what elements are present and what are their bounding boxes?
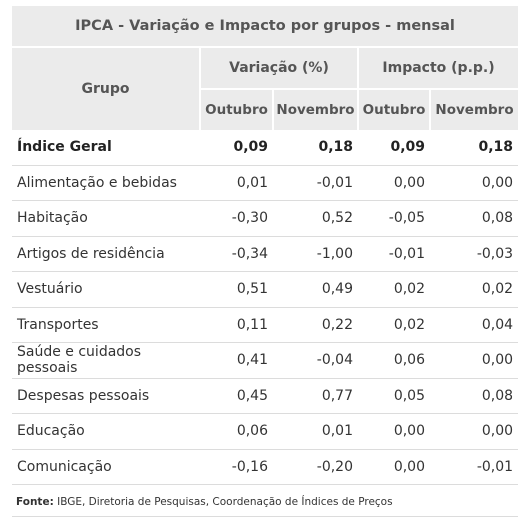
table-row: Comunicação -0,16 -0,20 0,00 -0,01: [12, 449, 519, 485]
ipca-table-container: IPCA - Variação e Impacto por grupos - m…: [12, 6, 519, 517]
table-row: Vestuário 0,51 0,49 0,02 0,02: [12, 271, 519, 308]
group-column-header: Grupo: [12, 47, 200, 130]
variacao-outubro-header: Outubro: [199, 89, 273, 130]
cell-variacao-outubro: -0,30: [200, 200, 273, 237]
footnote-text: IBGE, Diretoria de Pesquisas, Coordenaçã…: [53, 496, 393, 508]
cell-impacto-novembro: 0,08: [430, 378, 519, 414]
row-group-name: Vestuário: [12, 271, 200, 308]
cell-impacto-novembro: 0,02: [430, 271, 519, 308]
table-row: Artigos de residência -0,34 -1,00 -0,01 …: [12, 236, 519, 272]
cell-impacto-outubro: 0,02: [358, 307, 430, 343]
cell-variacao-novembro: -0,04: [273, 342, 358, 379]
row-group-name: Saúde e cuidados pessoais: [12, 342, 200, 379]
row-group-name: Artigos de residência: [12, 236, 200, 272]
cell-variacao-outubro: 0,06: [200, 413, 273, 450]
row-group-name: Alimentação e bebidas: [12, 165, 200, 201]
cell-impacto-novembro: 0,00: [430, 165, 519, 201]
cell-variacao-outubro: -0,34: [200, 236, 273, 272]
cell-variacao-outubro: 0,01: [200, 165, 273, 201]
cell-impacto-novembro: -0,03: [430, 236, 519, 272]
cell-variacao-novembro: 0,49: [273, 271, 358, 308]
table-row-indice-geral: Índice Geral 0,09 0,18 0,09 0,18: [12, 130, 519, 166]
cell-variacao-novembro: 0,77: [273, 378, 358, 414]
row-group-name: Habitação: [12, 200, 200, 237]
cell-variacao-outubro: 0,11: [200, 307, 273, 343]
bottom-divider: [12, 516, 518, 517]
table-row: Saúde e cuidados pessoais 0,41 -0,04 0,0…: [12, 342, 519, 379]
table-row: Habitação -0,30 0,52 -0,05 0,08: [12, 200, 519, 237]
cell-impacto-outubro: 0,06: [358, 342, 430, 379]
table-row: Despesas pessoais 0,45 0,77 0,05 0,08: [12, 378, 519, 414]
cell-variacao-novembro: 0,01: [273, 413, 358, 450]
cell-variacao-novembro: 0,22: [273, 307, 358, 343]
table-title: IPCA - Variação e Impacto por grupos - m…: [12, 6, 519, 48]
cell-impacto-novembro: -0,01: [430, 449, 519, 485]
cell-variacao-outubro: 0,45: [200, 378, 273, 414]
row-group-name: Índice Geral: [12, 130, 200, 166]
cell-variacao-novembro: 0,52: [273, 200, 358, 237]
cell-variacao-outubro: 0,09: [200, 130, 273, 166]
cell-impacto-novembro: 0,04: [430, 307, 519, 343]
table-row: Alimentação e bebidas 0,01 -0,01 0,00 0,…: [12, 165, 519, 201]
table-row: Transportes 0,11 0,22 0,02 0,04: [12, 307, 519, 343]
row-group-name: Transportes: [12, 307, 200, 343]
cell-impacto-outubro: 0,02: [358, 271, 430, 308]
cell-impacto-outubro: 0,05: [358, 378, 430, 414]
variacao-novembro-header: Novembro: [272, 89, 358, 130]
cell-variacao-novembro: 0,18: [273, 130, 358, 166]
impacto-outubro-header: Outubro: [357, 89, 430, 130]
variacao-header: Variação (%): [199, 47, 358, 90]
source-footnote: Fonte: IBGE, Diretoria de Pesquisas, Coo…: [12, 496, 518, 508]
cell-impacto-outubro: 0,00: [358, 449, 430, 485]
cell-variacao-outubro: 0,41: [200, 342, 273, 379]
cell-impacto-outubro: 0,00: [358, 413, 430, 450]
cell-impacto-outubro: 0,00: [358, 165, 430, 201]
cell-variacao-outubro: -0,16: [200, 449, 273, 485]
cell-impacto-novembro: 0,08: [430, 200, 519, 237]
cell-impacto-outubro: -0,01: [358, 236, 430, 272]
cell-variacao-novembro: -1,00: [273, 236, 358, 272]
cell-variacao-novembro: -0,01: [273, 165, 358, 201]
cell-impacto-novembro: 0,00: [430, 342, 519, 379]
row-group-name: Despesas pessoais: [12, 378, 200, 414]
cell-impacto-outubro: 0,09: [358, 130, 430, 166]
cell-impacto-novembro: 0,00: [430, 413, 519, 450]
table-row: Educação 0,06 0,01 0,00 0,00: [12, 413, 519, 450]
cell-variacao-novembro: -0,20: [273, 449, 358, 485]
footnote-label: Fonte:: [16, 496, 54, 508]
cell-variacao-outubro: 0,51: [200, 271, 273, 308]
cell-impacto-outubro: -0,05: [358, 200, 430, 237]
cell-impacto-novembro: 0,18: [430, 130, 519, 166]
row-group-name: Educação: [12, 413, 200, 450]
row-group-name: Comunicação: [12, 449, 200, 485]
impacto-novembro-header: Novembro: [428, 89, 519, 130]
ipca-table: IPCA - Variação e Impacto por grupos - m…: [12, 6, 519, 485]
impacto-header: Impacto (p.p.): [356, 47, 519, 90]
